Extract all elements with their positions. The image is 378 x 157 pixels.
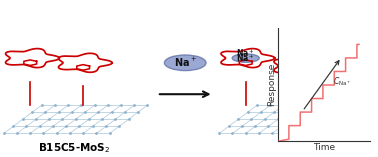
Text: B15C5-MoS$_2$: B15C5-MoS$_2$ [37, 142, 110, 155]
Text: Na$^+$: Na$^+$ [174, 56, 197, 69]
Text: Na$^+$: Na$^+$ [236, 48, 255, 59]
Ellipse shape [285, 62, 312, 70]
X-axis label: Time: Time [313, 143, 335, 152]
Text: Na$^+$: Na$^+$ [236, 52, 255, 64]
Ellipse shape [164, 55, 206, 71]
Ellipse shape [232, 54, 259, 62]
Y-axis label: Response: Response [267, 63, 276, 106]
Text: Na$^+$: Na$^+$ [289, 55, 308, 67]
Text: Na$^+$: Na$^+$ [289, 60, 308, 72]
Text: $C_{\mathrm{Na^+}}$: $C_{\mathrm{Na^+}}$ [333, 76, 351, 88]
